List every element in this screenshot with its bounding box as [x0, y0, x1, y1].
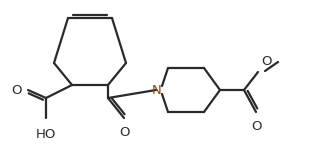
Text: N: N — [152, 84, 162, 96]
Text: HO: HO — [36, 128, 56, 141]
Text: O: O — [11, 84, 22, 96]
Text: O: O — [261, 55, 271, 68]
Text: O: O — [252, 120, 262, 133]
Text: O: O — [120, 126, 130, 139]
